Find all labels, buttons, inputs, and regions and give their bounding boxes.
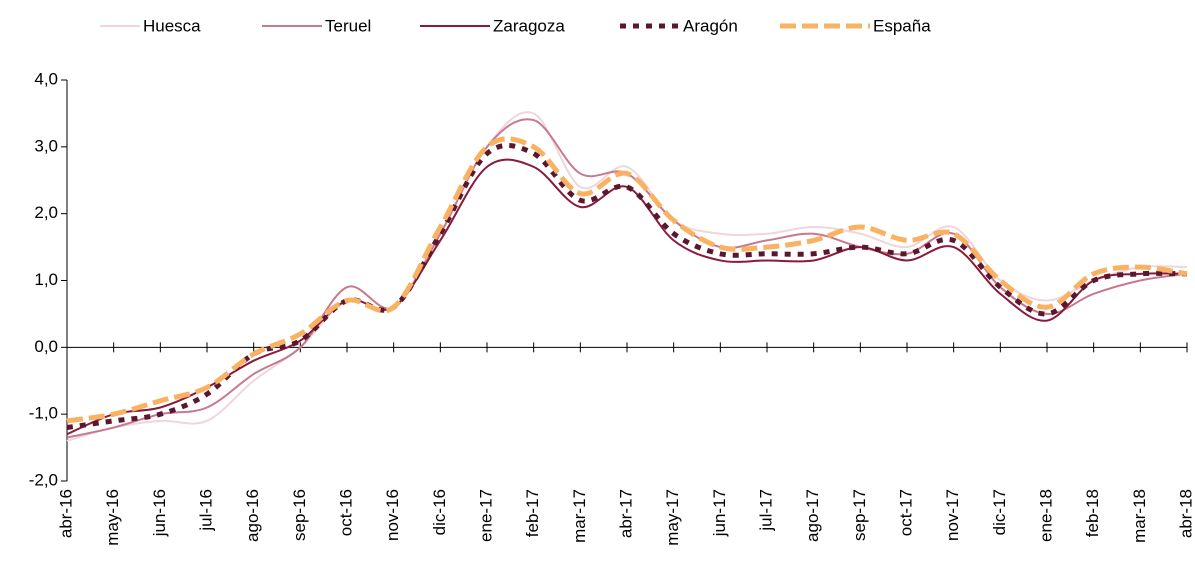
x-tick-label: nov-16 [383,489,402,541]
x-tick-label: abr-16 [56,489,75,538]
x-tick-label: abr-18 [1176,489,1195,538]
x-tick-label: mar-18 [1130,489,1149,543]
legend-label: España [873,16,931,35]
x-tick-label: sep-17 [850,489,869,541]
x-tick-label: jun-17 [710,489,729,537]
legend-label: Teruel [325,16,371,35]
series-line [66,158,1188,436]
x-tick-label: abr-17 [616,489,635,538]
legend-label: Huesca [143,16,201,35]
y-tick-label: -2,0 [29,470,58,489]
x-tick-label: feb-18 [1083,489,1102,537]
series-line [66,136,1188,424]
y-tick-label: 3,0 [34,136,58,155]
x-tick-label: dic-17 [990,489,1009,535]
x-tick-label: jul-17 [756,489,775,532]
x-tick-label: oct-16 [336,489,355,536]
x-tick-label: ago-17 [803,489,822,542]
y-tick-label: 4,0 [34,69,58,88]
x-tick-label: feb-17 [523,489,542,537]
x-tick-label: may-17 [663,489,682,546]
x-tick-label: nov-17 [943,489,962,541]
x-tick-label: jun-16 [150,489,169,537]
x-tick-label: ago-16 [243,489,262,542]
y-tick-label: 0,0 [34,337,58,356]
x-tick-label: may-16 [103,489,122,546]
x-tick-label: oct-17 [896,489,915,536]
x-tick-label: jul-16 [196,489,215,532]
x-tick-label: dic-16 [430,489,449,535]
y-tick-label: 2,0 [34,203,58,222]
y-tick-label: 1,0 [34,270,58,289]
series-line [66,111,1188,442]
legend-label: Zaragoza [493,16,565,35]
x-tick-label: ene-17 [476,489,495,542]
x-tick-label: sep-16 [290,489,309,541]
x-tick-label: ene-18 [1036,489,1055,542]
legend-label: Aragón [683,16,738,35]
x-tick-label: mar-17 [570,489,589,543]
y-tick-label: -1,0 [29,404,58,423]
